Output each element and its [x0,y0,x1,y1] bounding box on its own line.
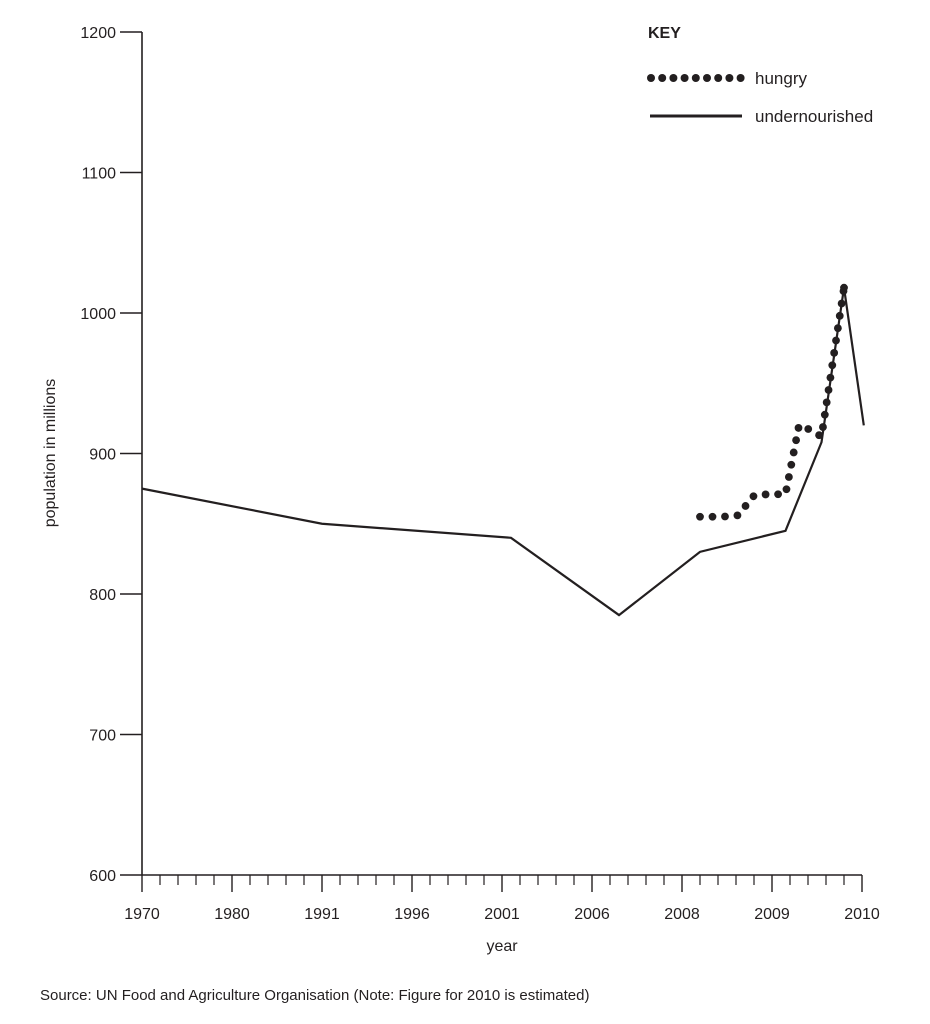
x-tick-label: 1970 [124,906,160,923]
y-tick-label: 700 [89,728,116,745]
data-point-hungry [761,490,770,499]
series-layer [141,283,865,617]
legend-label-undernourished: undernourished [755,107,873,126]
x-tick-label: 1991 [304,906,340,923]
y-tick-label: 1100 [82,166,117,183]
data-point-hungry [826,373,835,382]
x-tick-label: 1980 [214,906,250,923]
data-point-hungry [696,512,704,521]
legend-dot [703,74,711,82]
y-tick-label: 600 [89,868,116,885]
data-point-hungry [824,386,833,394]
x-axis-label: year [486,938,518,955]
source-note: Source: UN Food and Agriculture Organisa… [40,987,590,1004]
data-point-hungry [837,299,846,308]
data-point-hungry [828,361,837,370]
x-tick-label: 2010 [844,906,880,923]
data-point-hungry [833,324,842,333]
data-point-hungry [832,336,840,345]
data-point-hungry [741,502,750,510]
legend-dot [714,74,723,82]
series-hungry [696,283,848,521]
data-point-hungry [708,512,717,521]
x-tick-label: 2006 [574,906,610,923]
data-point-hungry [804,425,813,433]
data-point-hungry [774,490,782,499]
y-axis-ticks: 600 700 800 900 1000 1100 1200 [80,25,142,885]
x-tick-label: 2008 [664,906,700,923]
x-tick-label: 1996 [394,906,430,923]
legend-dot [691,74,700,82]
x-tick-label: 2009 [754,906,790,923]
legend-dot [669,74,678,82]
data-point-hungry [733,511,742,520]
data-point-hungry [819,423,827,431]
line-chart: 600 700 800 900 1000 1100 1200 1970 1980 1991 199… [42,25,880,955]
series-undernourished [141,287,865,617]
data-point-hungry [794,424,803,432]
data-point-hungry [782,485,791,494]
legend-label-hungry: hungry [755,69,807,88]
data-point-hungry [830,349,839,357]
legend-dot [725,74,734,82]
legend-swatch-hungry [647,74,745,82]
data-point-hungry [787,460,796,469]
x-axis-ticks: 1970 1980 1991 1996 2001 2006 2008 2009 2010 [124,875,880,923]
data-point-hungry [840,283,848,292]
legend-dot [736,74,745,82]
legend-dot [680,74,689,82]
legend: KEY hungry undernourished [647,25,873,126]
y-axis-label: population in millions [42,379,59,528]
legend-dot [658,74,667,82]
data-point-hungry [784,473,793,481]
data-point-hungry [789,448,798,457]
legend-dot [647,74,655,82]
x-tick-label: 2001 [484,906,520,923]
data-point-hungry [721,512,729,521]
axes [141,32,862,876]
data-point-hungry [792,436,800,445]
y-tick-label: 1200 [80,25,116,42]
data-point-hungry [820,410,829,419]
data-point-hungry [835,311,844,320]
y-tick-label: 900 [89,447,116,464]
data-point-hungry [822,398,831,407]
y-tick-label: 1000 [80,306,116,323]
data-point-hungry [749,492,758,501]
data-point-hungry [815,431,823,440]
y-tick-label: 800 [89,587,116,604]
legend-title: KEY [648,25,681,42]
